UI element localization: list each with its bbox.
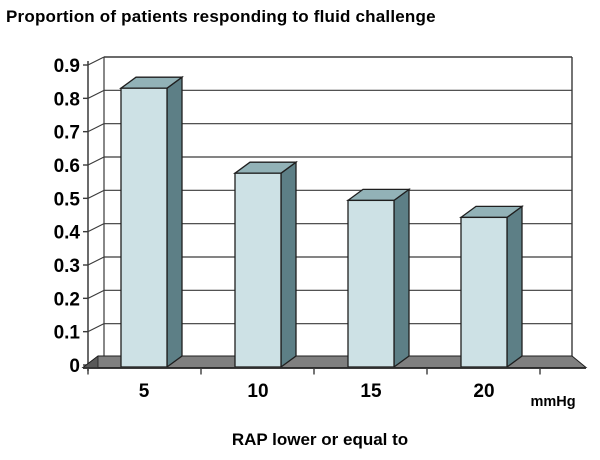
bar-front	[460, 216, 508, 368]
wall-gridline	[87, 156, 105, 166]
y-axis-label: 0.9	[54, 56, 80, 77]
wall-gridline	[87, 123, 105, 133]
y-axis-label: 0.5	[54, 189, 81, 210]
wall-gridline	[87, 289, 105, 299]
bar-side	[506, 205, 523, 369]
bar-front	[234, 172, 282, 368]
side-wall	[88, 57, 104, 365]
x-axis-label: 20	[473, 381, 494, 402]
y-axis-label: 0	[69, 356, 80, 377]
x-axis-label: 5	[139, 381, 150, 402]
y-axis-label: 0.2	[54, 289, 80, 310]
y-axis-label: 0.7	[54, 123, 80, 144]
x-axis-unit-label: mmHg	[530, 394, 575, 410]
y-axis-label: 0.3	[54, 256, 80, 277]
bar-side	[393, 188, 410, 369]
chart-title: Proportion of patients responding to flu…	[6, 7, 436, 26]
x-axis-label: 15	[360, 381, 382, 402]
wall-gridline	[87, 256, 105, 266]
bar-front	[347, 199, 395, 368]
wall-gridline	[87, 189, 105, 199]
x-axis-title-text: RAP lower or equal to	[231, 430, 409, 449]
y-axis-label: 0.1	[54, 323, 81, 344]
y-axis-label: 0.4	[54, 223, 81, 244]
bar-side	[166, 75, 183, 369]
y-axis-label: 0.8	[54, 89, 80, 110]
wall-gridline	[87, 56, 105, 66]
wall-gridline	[87, 89, 105, 99]
x-axis-title: RAP lower or equal to	[0, 430, 600, 450]
bar-side	[280, 160, 297, 369]
wall-gridline	[87, 223, 105, 233]
wall-gridline	[87, 323, 105, 333]
bar-front	[120, 87, 168, 368]
y-axis-label: 0.6	[54, 156, 80, 177]
x-axis-label: 10	[247, 381, 268, 402]
